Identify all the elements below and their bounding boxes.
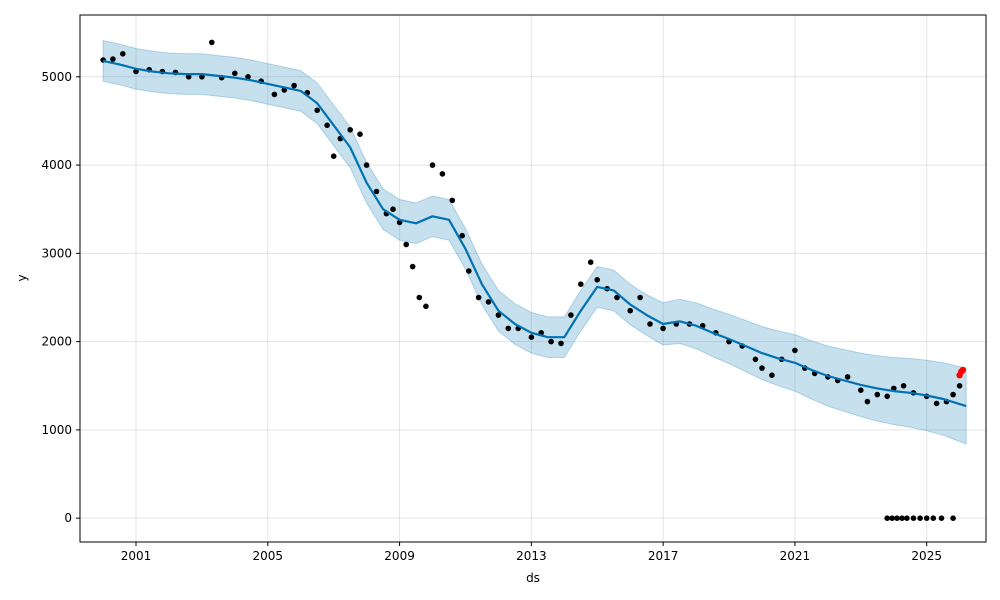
observed-point (185, 74, 192, 80)
observed-point (874, 391, 881, 398)
observed-point (637, 294, 643, 301)
observed-point (495, 312, 502, 318)
observed-point (409, 263, 416, 270)
y-tick-label: 0 (64, 511, 72, 525)
observed-point (548, 338, 554, 345)
observed-point (347, 127, 354, 133)
observed-point (752, 356, 759, 363)
observed-point (120, 51, 126, 57)
forecast-line-layer (102, 59, 967, 408)
plot-frame (79, 14, 987, 543)
observed-point (950, 391, 956, 398)
observed-point (792, 347, 798, 354)
y-tick-label: 1000 (41, 423, 72, 437)
observed-point (899, 515, 905, 521)
x-tick-label: 2005 (253, 549, 284, 563)
grid-layer (80, 15, 986, 542)
uncertainty-interval-band (102, 39, 967, 445)
observed-point (110, 56, 116, 62)
x-tick-label: 2001 (121, 549, 152, 563)
observed-point (423, 303, 429, 310)
observed-point (505, 325, 512, 332)
observed-point (449, 197, 456, 204)
observed-point (528, 334, 535, 341)
x-tick-label: 2013 (516, 549, 547, 563)
observed-point (459, 232, 466, 239)
observed-point (884, 393, 890, 400)
observed-point (923, 515, 930, 521)
y-axis-label: y (15, 274, 29, 281)
observed-point (627, 307, 633, 314)
interval-band-layer (102, 39, 967, 445)
observed-point (466, 268, 472, 274)
observed-point (889, 515, 895, 521)
y-tick-label: 2000 (41, 335, 72, 349)
observed-point (578, 281, 584, 288)
x-tick-label: 2025 (911, 549, 942, 563)
observed-point (314, 107, 321, 114)
observed-point (894, 515, 900, 521)
observed-point (209, 39, 215, 46)
observed-point (232, 70, 238, 77)
observed-point (568, 312, 574, 318)
observed-point (485, 299, 492, 305)
observed-point (614, 294, 620, 301)
observed-point (884, 515, 890, 521)
observed-point (558, 340, 564, 347)
observed-point (416, 294, 423, 301)
y-tick-label: 4000 (41, 158, 72, 172)
observed-point (357, 131, 363, 137)
observed-point (439, 171, 446, 177)
observed-point (390, 206, 396, 212)
observed-point (917, 515, 923, 521)
observed-point (403, 241, 410, 248)
y-tick-label: 5000 (41, 70, 72, 84)
observed-point (475, 294, 482, 301)
observed-points-layer (100, 39, 963, 521)
observed-point (910, 515, 917, 521)
observed-point (647, 321, 653, 327)
observed-point (930, 515, 937, 521)
x-axis-label: ds (526, 571, 540, 585)
observed-point (271, 91, 278, 98)
observed-point (291, 82, 297, 89)
forecast-line (102, 59, 967, 408)
observed-point (950, 515, 956, 521)
observed-point (330, 153, 337, 159)
observed-point (956, 383, 963, 389)
observed-point (759, 365, 765, 371)
observed-point (938, 515, 945, 521)
observed-point (844, 374, 851, 380)
tick-layer: 2001 2005 2009 2013 2017 2021 2025 0 1000 2000 300… (41, 70, 942, 563)
observed-point (933, 400, 940, 407)
highlight-points-layer (956, 366, 967, 379)
y-tick-label: 3000 (41, 246, 72, 260)
observed-point (900, 383, 907, 389)
observed-point (587, 259, 594, 266)
observed-point (199, 74, 205, 80)
observed-point (363, 162, 370, 168)
x-tick-label: 2021 (780, 549, 811, 563)
observed-point (373, 188, 380, 195)
x-tick-label: 2017 (648, 549, 679, 563)
observed-point (864, 398, 871, 405)
observed-point (594, 277, 600, 283)
observed-point (245, 74, 251, 80)
observed-point (324, 122, 330, 129)
observed-point (858, 387, 864, 394)
observed-point (429, 162, 436, 168)
x-tick-label: 2009 (384, 549, 415, 563)
observed-point (904, 515, 910, 521)
observed-point (660, 325, 666, 332)
observed-point (769, 372, 775, 379)
highlight-point (959, 366, 967, 374)
